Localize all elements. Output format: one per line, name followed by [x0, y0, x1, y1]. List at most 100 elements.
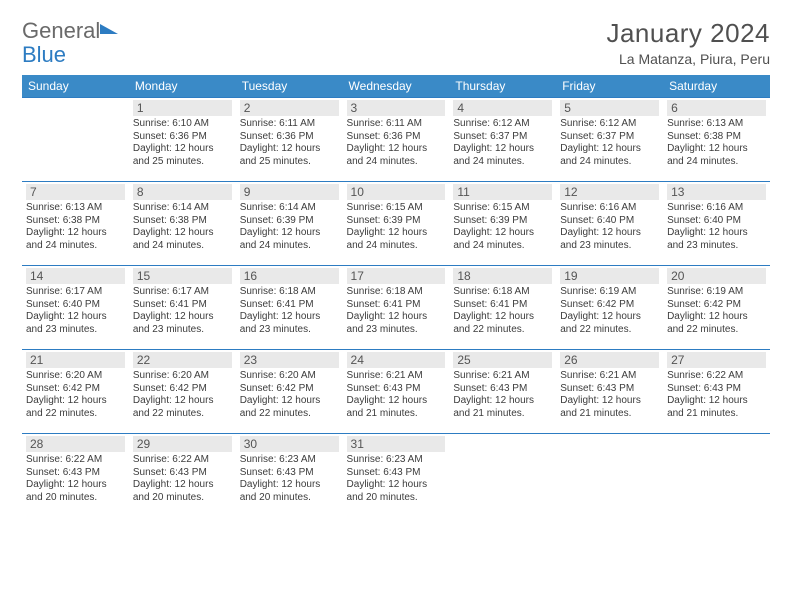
calendar-cell: 27 Sunrise: 6:22 AMSunset: 6:43 PMDayligh… — [663, 350, 770, 434]
location-label: La Matanza, Piura, Peru — [606, 51, 770, 67]
day-info: Sunrise: 6:18 AMSunset: 6:41 PMDaylight:… — [240, 286, 339, 336]
calendar-cell: 7 Sunrise: 6:13 AMSunset: 6:38 PMDaylight… — [22, 182, 129, 266]
day-info: Sunrise: 6:11 AMSunset: 6:36 PMDaylight:… — [240, 118, 339, 168]
day-info: Sunrise: 6:19 AMSunset: 6:42 PMDaylight:… — [560, 286, 659, 336]
day-number: 6 — [667, 100, 766, 116]
day-number: 22 — [133, 352, 232, 368]
day-header: Tuesday — [236, 75, 343, 98]
day-info: Sunrise: 6:13 AMSunset: 6:38 PMDaylight:… — [667, 118, 766, 168]
day-number: 9 — [240, 184, 339, 200]
day-number: 24 — [347, 352, 446, 368]
day-number: 31 — [347, 436, 446, 452]
calendar-cell: 13 Sunrise: 6:16 AMSunset: 6:40 PMDayligh… — [663, 182, 770, 266]
day-info: Sunrise: 6:16 AMSunset: 6:40 PMDaylight:… — [667, 202, 766, 252]
calendar-cell: 26Sunrise: 6:21 AMSunset: 6:43 PMDayligh… — [556, 350, 663, 434]
day-info: Sunrise: 6:15 AMSunset: 6:39 PMDaylight:… — [453, 202, 552, 252]
day-info: Sunrise: 6:23 AMSunset: 6:43 PMDaylight:… — [347, 454, 446, 504]
day-number: 29 — [133, 436, 232, 452]
day-number: 7 — [26, 184, 125, 200]
logo-text-2: Blue — [22, 42, 66, 68]
day-number: 15 — [133, 268, 232, 284]
day-info: Sunrise: 6:22 AMSunset: 6:43 PMDaylight:… — [667, 370, 766, 420]
day-number: 19 — [560, 268, 659, 284]
day-number: 14 — [26, 268, 125, 284]
calendar-cell — [22, 98, 129, 182]
day-number: 20 — [667, 268, 766, 284]
day-info: Sunrise: 6:22 AMSunset: 6:43 PMDaylight:… — [26, 454, 125, 504]
calendar-cell: 25 Sunrise: 6:21 AMSunset: 6:43 PMDayligh… — [449, 350, 556, 434]
calendar-cell — [449, 434, 556, 518]
calendar-week-row: 28 Sunrise: 6:22 AMSunset: 6:43 PMDayligh… — [22, 434, 770, 518]
calendar-table: SundayMondayTuesdayWednesdayThursdayFrid… — [22, 75, 770, 518]
day-info: Sunrise: 6:22 AMSunset: 6:43 PMDaylight:… — [133, 454, 232, 504]
day-info: Sunrise: 6:21 AMSunset: 6:43 PMDaylight:… — [453, 370, 552, 420]
calendar-cell: 1 Sunrise: 6:10 AMSunset: 6:36 PMDaylight… — [129, 98, 236, 182]
day-header: Thursday — [449, 75, 556, 98]
calendar-cell: 6 Sunrise: 6:13 AMSunset: 6:38 PMDaylight… — [663, 98, 770, 182]
calendar-cell: 30 Sunrise: 6:23 AMSunset: 6:43 PMDayligh… — [236, 434, 343, 518]
day-number: 25 — [453, 352, 552, 368]
day-info: Sunrise: 6:15 AMSunset: 6:39 PMDaylight:… — [347, 202, 446, 252]
day-info: Sunrise: 6:21 AMSunset: 6:43 PMDaylight:… — [347, 370, 446, 420]
calendar-cell: 17Sunrise: 6:18 AMSunset: 6:41 PMDayligh… — [343, 266, 450, 350]
day-number: 10 — [347, 184, 446, 200]
calendar-cell: 3 Sunrise: 6:11 AMSunset: 6:36 PMDaylight… — [343, 98, 450, 182]
day-number: 8 — [133, 184, 232, 200]
day-number: 5 — [560, 100, 659, 116]
calendar-week-row: 7 Sunrise: 6:13 AMSunset: 6:38 PMDaylight… — [22, 182, 770, 266]
calendar-cell: 14Sunrise: 6:17 AMSunset: 6:40 PMDayligh… — [22, 266, 129, 350]
calendar-cell: 18 Sunrise: 6:18 AMSunset: 6:41 PMDayligh… — [449, 266, 556, 350]
logo-triangle-icon — [100, 24, 118, 34]
day-number: 26 — [560, 352, 659, 368]
day-info: Sunrise: 6:19 AMSunset: 6:42 PMDaylight:… — [667, 286, 766, 336]
logo: General — [22, 18, 120, 44]
logo-text-1: General — [22, 18, 100, 44]
day-header: Friday — [556, 75, 663, 98]
page-title: January 2024 — [606, 18, 770, 49]
day-info: Sunrise: 6:10 AMSunset: 6:36 PMDaylight:… — [133, 118, 232, 168]
day-info: Sunrise: 6:12 AMSunset: 6:37 PMDaylight:… — [453, 118, 552, 168]
calendar-cell: 31 Sunrise: 6:23 AMSunset: 6:43 PMDayligh… — [343, 434, 450, 518]
day-info: Sunrise: 6:23 AMSunset: 6:43 PMDaylight:… — [240, 454, 339, 504]
day-info: Sunrise: 6:16 AMSunset: 6:40 PMDaylight:… — [560, 202, 659, 252]
calendar-cell: 10 Sunrise: 6:15 AMSunset: 6:39 PMDayligh… — [343, 182, 450, 266]
calendar-cell: 9Sunrise: 6:14 AMSunset: 6:39 PMDaylight… — [236, 182, 343, 266]
day-number: 17 — [347, 268, 446, 284]
day-number: 28 — [26, 436, 125, 452]
day-number: 4 — [453, 100, 552, 116]
calendar-cell: 21 Sunrise: 6:20 AMSunset: 6:42 PMDayligh… — [22, 350, 129, 434]
day-number: 12 — [560, 184, 659, 200]
day-number: 18 — [453, 268, 552, 284]
day-header: Monday — [129, 75, 236, 98]
day-number: 3 — [347, 100, 446, 116]
day-number: 21 — [26, 352, 125, 368]
calendar-cell: 22 Sunrise: 6:20 AMSunset: 6:42 PMDayligh… — [129, 350, 236, 434]
day-number: 16 — [240, 268, 339, 284]
calendar-cell: 28 Sunrise: 6:22 AMSunset: 6:43 PMDayligh… — [22, 434, 129, 518]
calendar-cell: 8Sunrise: 6:14 AMSunset: 6:38 PMDaylight… — [129, 182, 236, 266]
calendar-cell: 16 Sunrise: 6:18 AMSunset: 6:41 PMDayligh… — [236, 266, 343, 350]
calendar-week-row: 21 Sunrise: 6:20 AMSunset: 6:42 PMDayligh… — [22, 350, 770, 434]
day-info: Sunrise: 6:11 AMSunset: 6:36 PMDaylight:… — [347, 118, 446, 168]
day-number: 23 — [240, 352, 339, 368]
calendar-cell — [663, 434, 770, 518]
day-number: 11 — [453, 184, 552, 200]
day-number: 30 — [240, 436, 339, 452]
day-info: Sunrise: 6:20 AMSunset: 6:42 PMDaylight:… — [133, 370, 232, 420]
day-info: Sunrise: 6:20 AMSunset: 6:42 PMDaylight:… — [26, 370, 125, 420]
calendar-cell: 19 Sunrise: 6:19 AMSunset: 6:42 PMDayligh… — [556, 266, 663, 350]
title-block: January 2024 La Matanza, Piura, Peru — [606, 18, 770, 67]
day-info: Sunrise: 6:12 AMSunset: 6:37 PMDaylight:… — [560, 118, 659, 168]
day-number: 1 — [133, 100, 232, 116]
day-info: Sunrise: 6:13 AMSunset: 6:38 PMDaylight:… — [26, 202, 125, 252]
day-header: Saturday — [663, 75, 770, 98]
day-info: Sunrise: 6:20 AMSunset: 6:42 PMDaylight:… — [240, 370, 339, 420]
day-number: 13 — [667, 184, 766, 200]
day-info: Sunrise: 6:18 AMSunset: 6:41 PMDaylight:… — [453, 286, 552, 336]
day-header: Sunday — [22, 75, 129, 98]
calendar-cell: 29 Sunrise: 6:22 AMSunset: 6:43 PMDayligh… — [129, 434, 236, 518]
calendar-cell: 5 Sunrise: 6:12 AMSunset: 6:37 PMDaylight… — [556, 98, 663, 182]
day-number: 27 — [667, 352, 766, 368]
calendar-cell: 15Sunrise: 6:17 AMSunset: 6:41 PMDayligh… — [129, 266, 236, 350]
calendar-week-row: 1 Sunrise: 6:10 AMSunset: 6:36 PMDaylight… — [22, 98, 770, 182]
